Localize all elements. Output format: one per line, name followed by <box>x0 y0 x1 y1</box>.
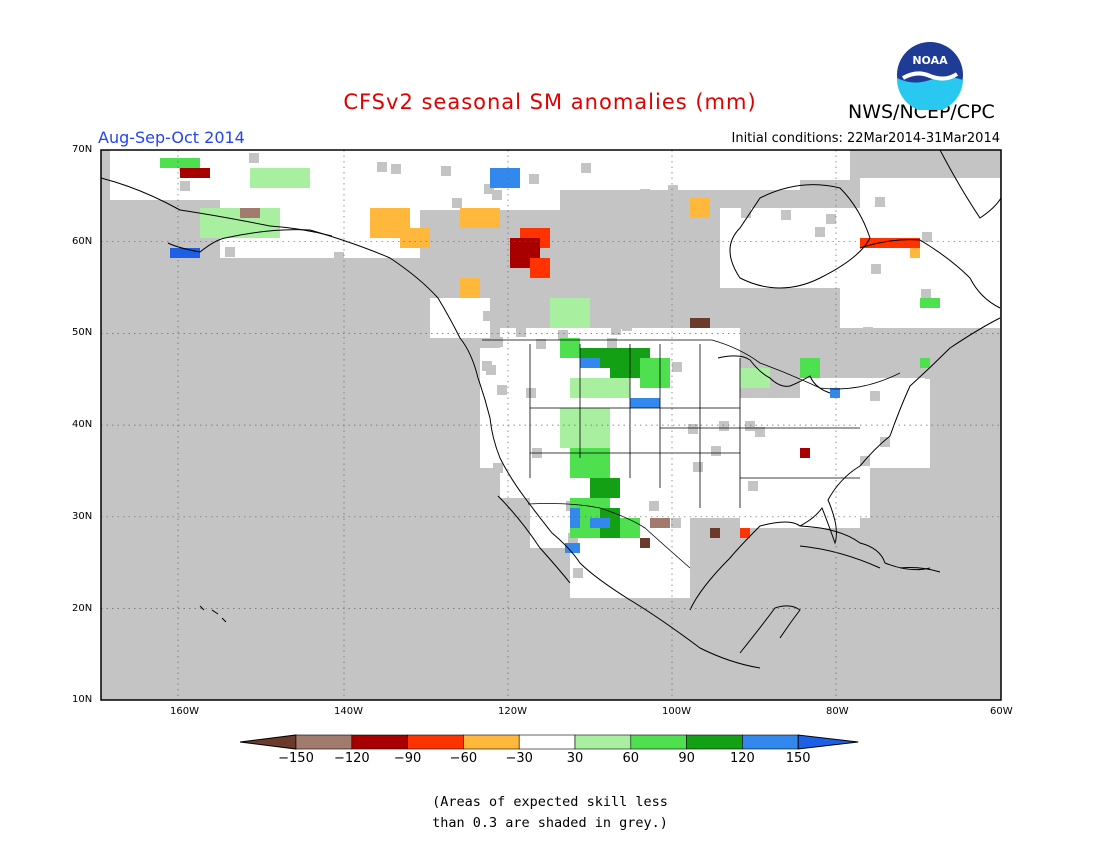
legend-swatch <box>518 734 576 750</box>
legend-label: −90 <box>393 751 422 766</box>
longitude-label: 160W <box>170 706 199 717</box>
map-frame <box>100 149 1002 701</box>
legend-arrow-low <box>240 734 297 750</box>
legend-swatch <box>295 734 353 750</box>
legend-swatch <box>686 734 743 750</box>
latitude-label: 10N <box>72 694 93 706</box>
legend-label: −60 <box>449 751 478 766</box>
graticule <box>101 150 1001 700</box>
latitude-label: 70N <box>72 144 93 155</box>
logo-text: NOAA <box>912 54 948 67</box>
legend-swatch <box>630 734 687 750</box>
political-borders <box>482 339 901 569</box>
legend-label: 60 <box>622 751 640 766</box>
skill-note-line-2: than 0.3 are shaded in grey.) <box>432 815 668 831</box>
legend-colorbar <box>240 734 859 750</box>
legend-label: 90 <box>678 751 695 766</box>
map-title: CFSv2 seasonal SM anomalies (mm) <box>343 90 757 114</box>
legend-swatch <box>463 734 520 750</box>
legend-swatch <box>742 734 799 750</box>
longitude-label: 120W <box>498 706 527 717</box>
latitude-label: 20N <box>72 602 93 614</box>
legend-swatch <box>407 734 464 750</box>
legend-label: −30 <box>505 751 533 766</box>
legend-label: −120 <box>333 751 370 766</box>
skill-note: (Areas of expected skill less than 0.3 a… <box>0 792 1100 834</box>
noaa-logo: NOAA <box>896 42 963 110</box>
initial-conditions: Initial conditions: 22Mar2014-31Mar2014 <box>731 131 1001 146</box>
anomaly-map <box>100 149 1002 701</box>
latitude-label: 50N <box>72 327 93 339</box>
skill-note-line-1: (Areas of expected skill less <box>432 794 668 810</box>
legend-label: 150 <box>785 751 811 766</box>
season-label: Aug-Sep-Oct 2014 <box>98 128 245 147</box>
legend-swatch <box>351 734 408 750</box>
legend-label: 30 <box>566 751 584 766</box>
legend-label: 120 <box>729 751 755 766</box>
coastlines <box>100 149 1002 669</box>
legend-label: −150 <box>278 751 314 766</box>
organization-label: NWS/NCEP/CPC <box>848 101 995 123</box>
longitude-label: 140W <box>334 706 363 717</box>
legend-swatch <box>574 734 632 750</box>
longitude-label: 60W <box>990 706 1013 717</box>
latitude-label: 60N <box>72 235 93 247</box>
latitude-label: 40N <box>72 419 93 431</box>
latitude-label: 30N <box>72 510 93 522</box>
legend-arrow-high <box>797 734 859 750</box>
longitude-label: 80W <box>826 706 849 717</box>
longitude-label: 100W <box>662 706 691 717</box>
